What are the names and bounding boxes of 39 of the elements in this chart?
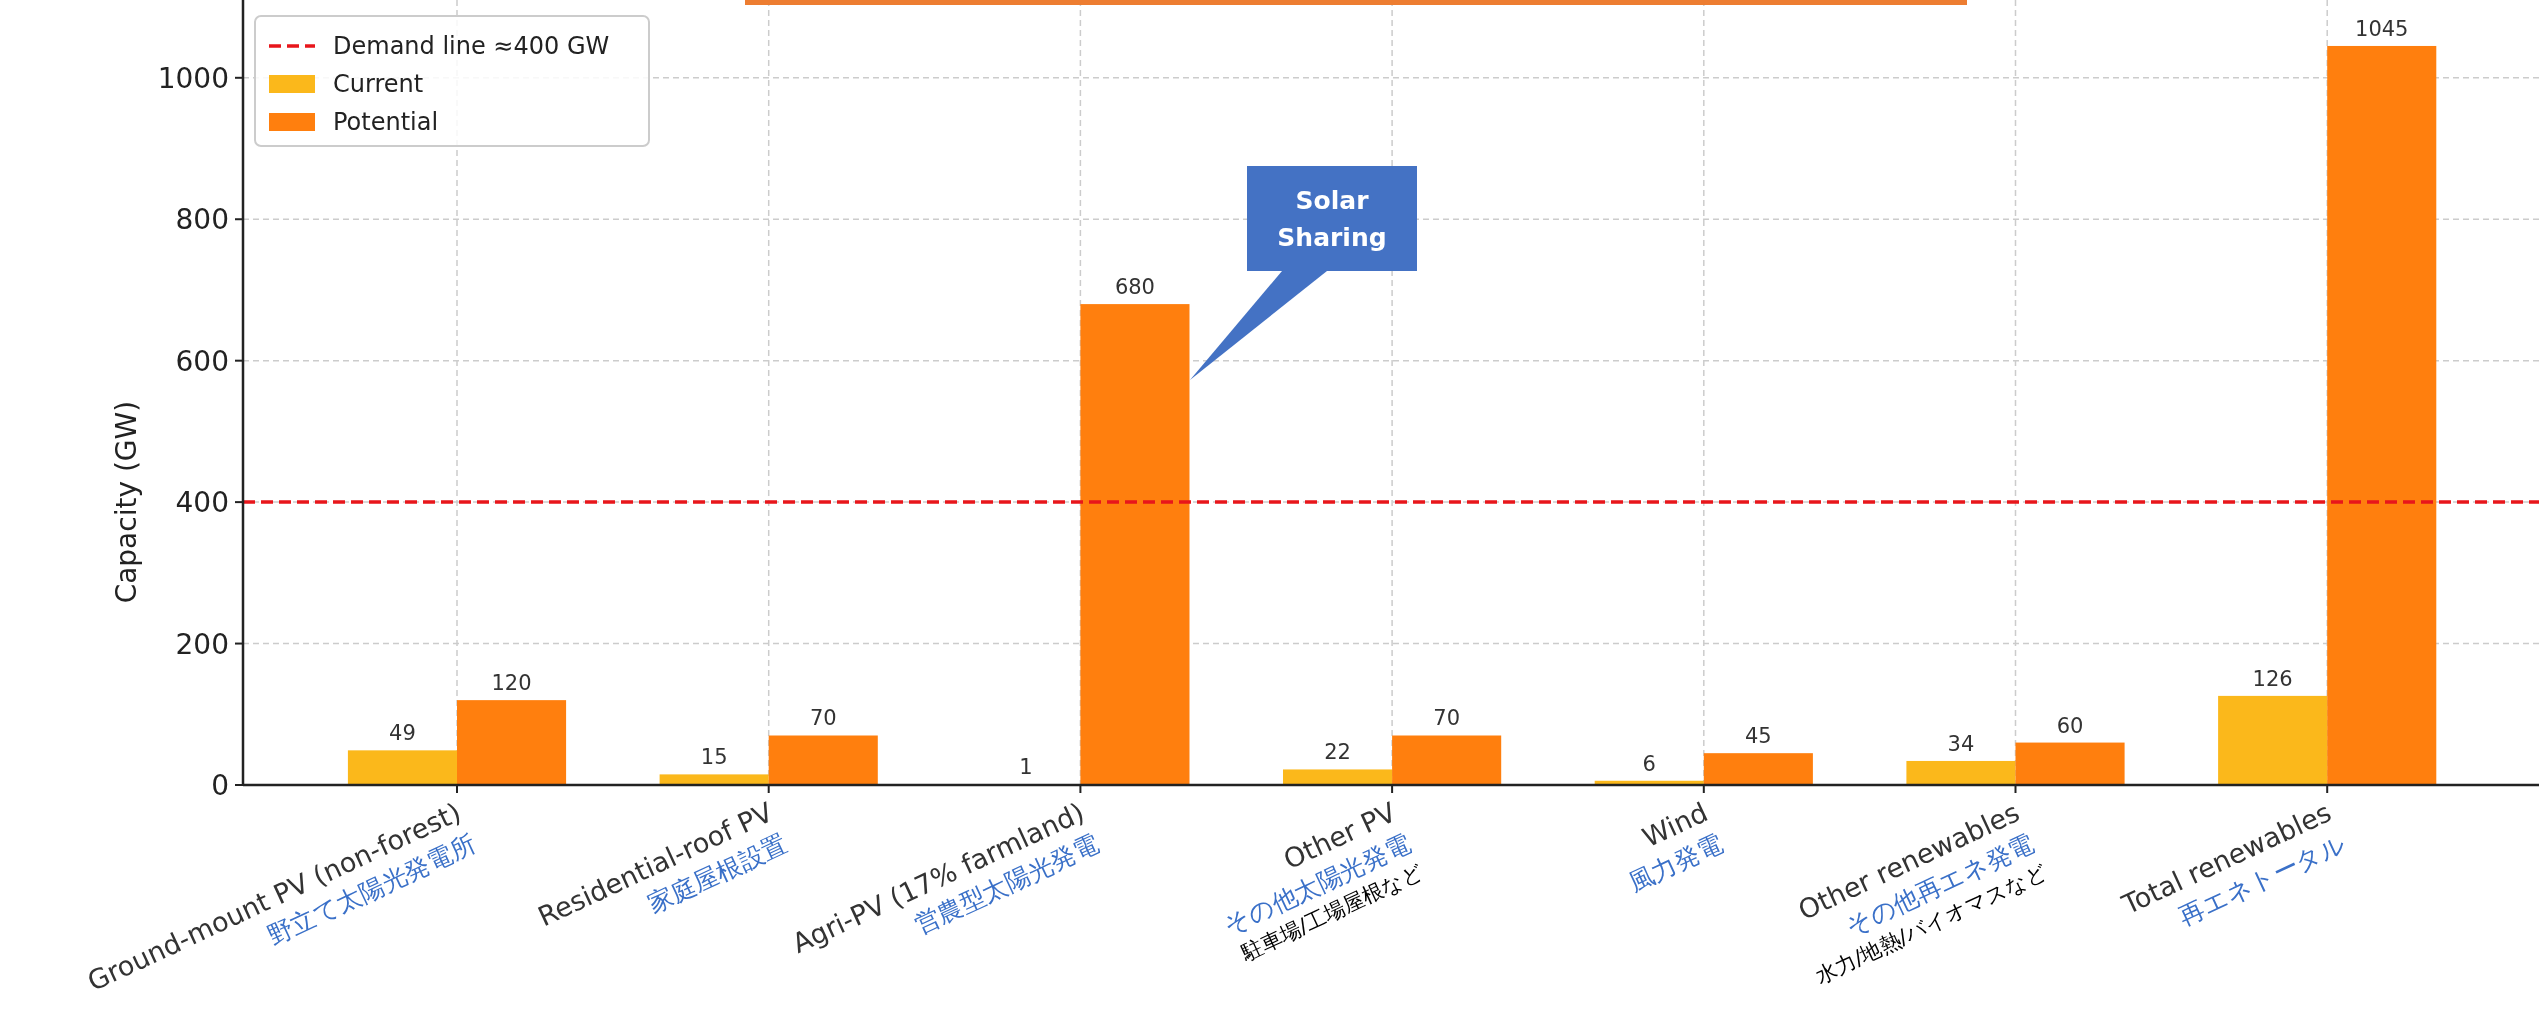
x-tick-label: Wind 風力発電 <box>1623 796 1727 898</box>
data-label: 1045 <box>2355 16 2409 41</box>
data-label: 680 <box>1114 275 1155 300</box>
data-label: 126 <box>2252 666 2293 691</box>
data-label: 45 <box>1744 724 1772 749</box>
bar <box>1906 760 2016 785</box>
legend-label: Potential <box>333 108 439 136</box>
bar <box>1703 753 1813 785</box>
legend-label: Current <box>333 70 424 98</box>
y-tick-label: 0 <box>211 769 229 802</box>
data-label: 6 <box>1642 751 1656 776</box>
y-tick-label: 1000 <box>157 61 229 95</box>
x-tick-label: Other PV その他太陽光発電 駐車場/工場屋根など <box>1219 796 1428 966</box>
bar <box>2327 45 2437 785</box>
y-tick-label: 600 <box>175 344 229 378</box>
data-label: 70 <box>809 706 837 731</box>
bar <box>2015 742 2125 785</box>
data-label: 22 <box>1324 740 1351 765</box>
y-tick-label: 800 <box>175 203 229 237</box>
bar <box>659 774 769 785</box>
data-label: 120 <box>491 671 532 696</box>
bar <box>347 750 457 785</box>
data-label: 70 <box>1433 706 1461 731</box>
data-label: 15 <box>700 745 728 770</box>
data-label: 60 <box>2056 713 2084 738</box>
bar <box>2218 695 2328 785</box>
data-label: 34 <box>1947 731 1975 756</box>
legend-label: Demand line ≈400 GW <box>333 32 610 60</box>
bar <box>1392 735 1502 785</box>
y-axis-title: Capacity (GW) <box>110 400 143 604</box>
bar <box>1283 769 1393 785</box>
annotation: Solar Sharing <box>1277 186 1387 252</box>
bar <box>768 735 878 785</box>
bar <box>457 700 567 785</box>
bar <box>1080 304 1190 785</box>
y-tick-label: 200 <box>175 627 229 661</box>
data-label: 1 <box>1019 755 1033 780</box>
data-label: 49 <box>389 721 416 746</box>
y-tick-label: 400 <box>175 486 229 520</box>
